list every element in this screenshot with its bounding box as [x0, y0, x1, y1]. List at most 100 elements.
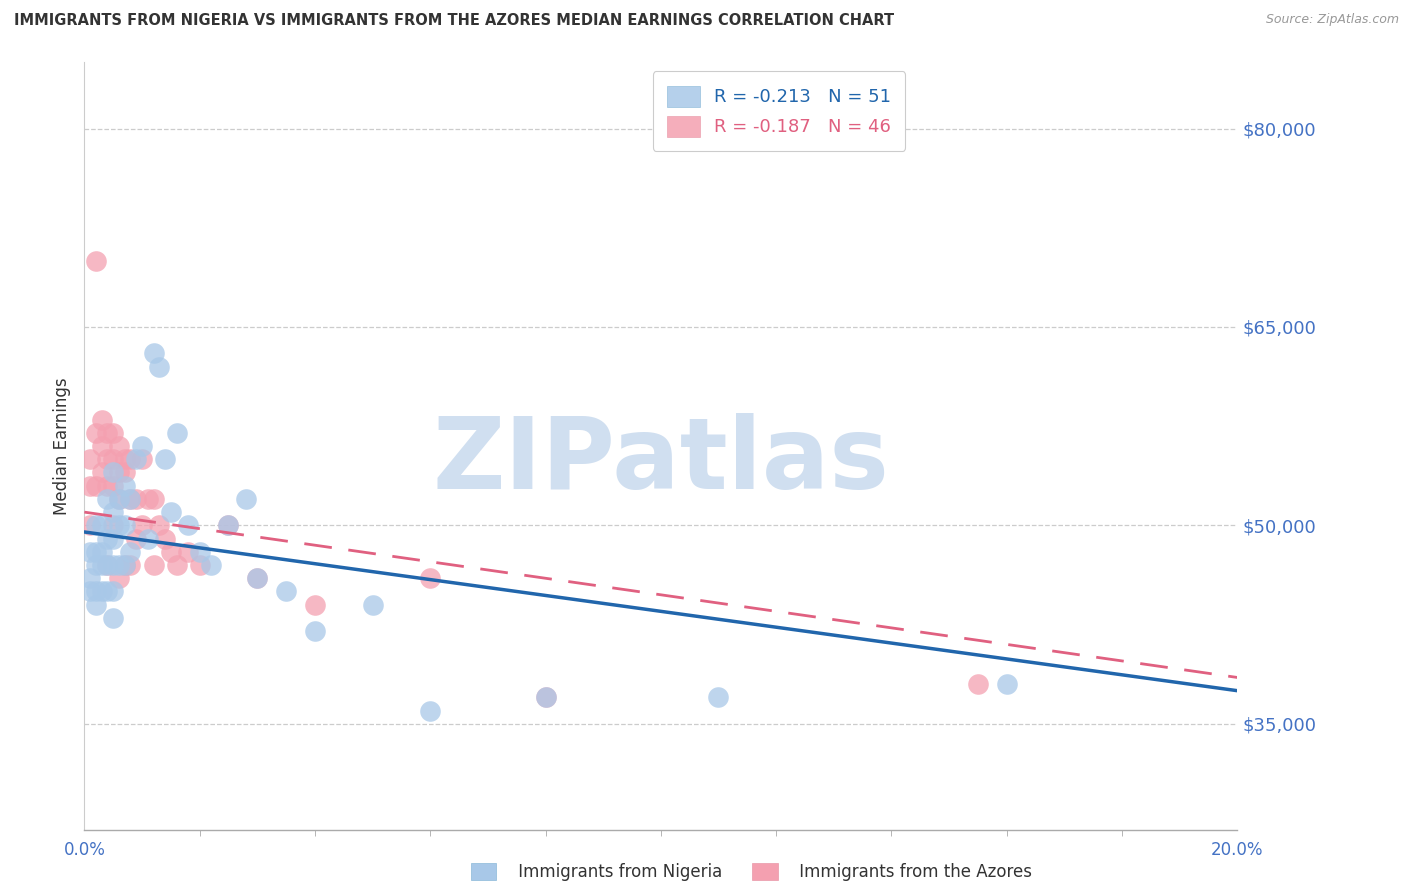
Text: Immigrants from the Azores: Immigrants from the Azores [773, 863, 1032, 881]
Point [125, 452, 148, 467]
Point [90, 412, 112, 426]
Point [96, 558, 118, 572]
Point [96, 558, 118, 572]
Point [131, 439, 153, 453]
Point [142, 558, 165, 572]
Point [153, 452, 176, 467]
Point [125, 491, 148, 506]
Point [90, 558, 112, 572]
Point [235, 491, 257, 506]
Point [108, 466, 131, 480]
Point [114, 558, 136, 572]
Point [142, 491, 165, 506]
Point [103, 611, 124, 625]
Point [142, 346, 165, 360]
Point [177, 545, 200, 559]
FancyBboxPatch shape [752, 863, 778, 880]
Point [84, 545, 107, 559]
Point [79, 584, 101, 599]
Point [96, 425, 118, 440]
Point [84, 253, 107, 268]
Point [79, 478, 101, 492]
Point [125, 532, 148, 546]
Point [177, 518, 200, 533]
Point [995, 677, 1018, 691]
Point [304, 598, 326, 612]
Point [419, 704, 441, 718]
Point [188, 558, 211, 572]
Point [84, 518, 107, 533]
Point [160, 505, 183, 519]
Point [103, 425, 124, 440]
Point [103, 532, 124, 546]
Point [108, 491, 131, 506]
Point [120, 491, 142, 506]
Point [84, 584, 107, 599]
Point [166, 425, 188, 440]
Point [103, 584, 124, 599]
Point [188, 545, 211, 559]
Point [114, 466, 136, 480]
Point [114, 518, 136, 533]
Point [707, 690, 730, 705]
Point [90, 545, 112, 559]
Point [79, 452, 101, 467]
Point [90, 466, 112, 480]
Legend: R = -0.213   N = 51, R = -0.187   N = 46: R = -0.213 N = 51, R = -0.187 N = 46 [652, 71, 905, 151]
Point [120, 545, 142, 559]
Point [148, 359, 170, 374]
Point [534, 690, 557, 705]
Point [114, 558, 136, 572]
FancyBboxPatch shape [471, 863, 496, 880]
Point [103, 505, 124, 519]
Point [120, 491, 142, 506]
Point [120, 452, 142, 467]
Point [218, 518, 240, 533]
Text: IMMIGRANTS FROM NIGERIA VS IMMIGRANTS FROM THE AZORES MEDIAN EARNINGS CORRELATIO: IMMIGRANTS FROM NIGERIA VS IMMIGRANTS FR… [14, 13, 894, 29]
Point [96, 452, 118, 467]
Point [534, 690, 557, 705]
Point [419, 571, 441, 585]
Point [79, 571, 101, 585]
Point [103, 478, 124, 492]
Point [103, 518, 124, 533]
Point [90, 584, 112, 599]
Text: Source: ZipAtlas.com: Source: ZipAtlas.com [1265, 13, 1399, 27]
Point [136, 491, 159, 506]
Point [108, 571, 131, 585]
Point [90, 439, 112, 453]
Text: ZIPatlas: ZIPatlas [433, 413, 889, 510]
Y-axis label: Median Earnings: Median Earnings [53, 377, 72, 515]
Point [108, 491, 131, 506]
Point [218, 518, 240, 533]
Point [96, 478, 118, 492]
Point [276, 584, 298, 599]
Point [246, 571, 269, 585]
Point [131, 452, 153, 467]
Point [160, 545, 183, 559]
Point [153, 532, 176, 546]
Point [108, 558, 131, 572]
Point [103, 452, 124, 467]
Point [84, 425, 107, 440]
Point [246, 571, 269, 585]
Text: Immigrants from Nigeria: Immigrants from Nigeria [492, 863, 723, 881]
Point [967, 677, 990, 691]
Point [136, 532, 159, 546]
Point [108, 518, 131, 533]
Point [120, 558, 142, 572]
Point [103, 558, 124, 572]
Point [166, 558, 188, 572]
Point [84, 558, 107, 572]
Point [114, 452, 136, 467]
Point [200, 558, 222, 572]
Point [96, 491, 118, 506]
Point [114, 478, 136, 492]
Point [84, 478, 107, 492]
Point [108, 439, 131, 453]
Point [96, 532, 118, 546]
Point [131, 518, 153, 533]
Point [148, 518, 170, 533]
Point [103, 466, 124, 480]
Point [361, 598, 384, 612]
